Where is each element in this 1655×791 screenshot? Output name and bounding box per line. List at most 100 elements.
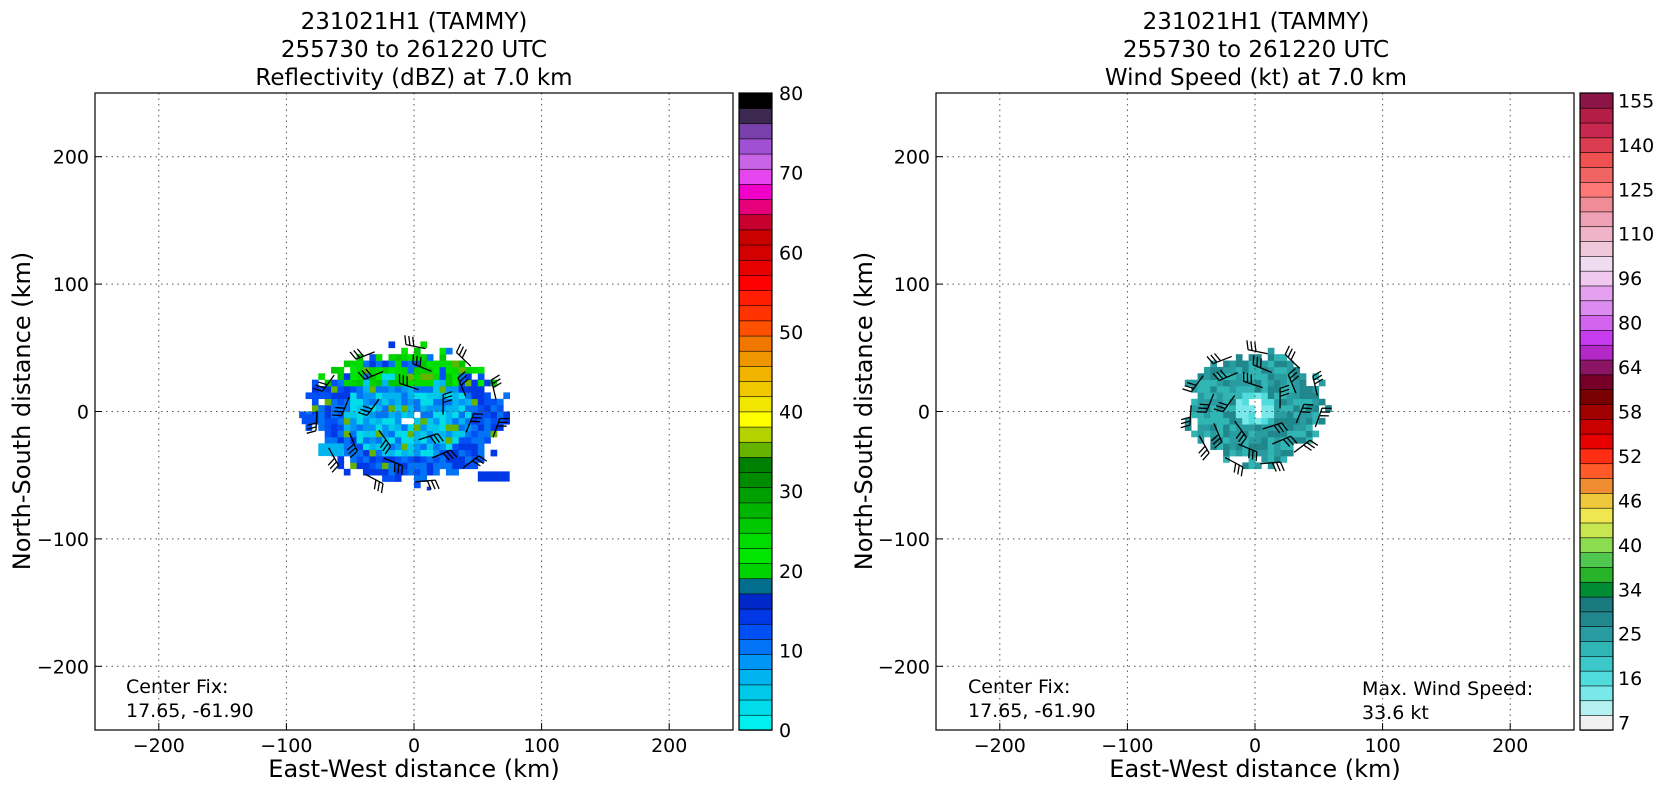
reflectivity-echo-cell xyxy=(401,431,408,438)
windspeed-echo-cell xyxy=(1274,443,1281,450)
reflectivity-colorbar-band xyxy=(739,563,772,579)
reflectivity-echo-cell xyxy=(446,373,453,380)
reflectivity-colorbar-band xyxy=(739,442,772,458)
reflectivity-echo-cell xyxy=(331,437,338,444)
reflectivity-echo-cell xyxy=(433,462,440,469)
reflectivity-echo-cell xyxy=(471,431,478,438)
windspeed-colorbar-band xyxy=(1580,93,1613,108)
reflectivity-echo-cell xyxy=(325,418,332,425)
windspeed-echo-cell xyxy=(1268,354,1275,361)
reflectivity-colorbar-tick-label: 10 xyxy=(779,640,803,662)
reflectivity-echo-cell xyxy=(414,456,421,463)
reflectivity-echo-cell xyxy=(363,431,370,438)
reflectivity-echo-cell xyxy=(420,361,427,368)
windspeed-echo-cell xyxy=(1229,380,1236,387)
reflectivity-echo-cell xyxy=(414,380,421,387)
reflectivity-colorbar-band xyxy=(739,139,772,155)
windspeed-colorbar-tick-label: 46 xyxy=(1618,490,1642,512)
windspeed-echo-cell xyxy=(1312,405,1319,412)
windspeed-echo-cell xyxy=(1274,450,1281,457)
reflectivity-echo-cell xyxy=(369,424,376,431)
reflectivity-echo-cell xyxy=(408,437,415,444)
reflectivity-echo-cell xyxy=(459,437,466,444)
windspeed-echo-cell xyxy=(1249,431,1256,438)
windspeed-colorbar-band xyxy=(1580,374,1613,389)
windspeed-echo-cell xyxy=(1236,354,1243,361)
windspeed-echo-cell xyxy=(1229,367,1236,374)
reflectivity-echo-cell xyxy=(369,361,376,368)
reflectivity-echo-cell xyxy=(452,380,459,387)
reflectivity-colorbar-band xyxy=(739,715,772,731)
reflectivity-echo-cell xyxy=(446,418,453,425)
reflectivity-title-line-3: Reflectivity (dBZ) at 7.0 km xyxy=(255,65,572,91)
windspeed-x-tick-label: 0 xyxy=(1249,735,1261,757)
reflectivity-echo-cell xyxy=(395,361,402,368)
reflectivity-echo-cell xyxy=(376,462,383,469)
windspeed-echo-cell xyxy=(1268,456,1275,463)
reflectivity-echo-cell xyxy=(459,431,466,438)
reflectivity-echo-cell xyxy=(414,392,421,399)
reflectivity-echo-cell xyxy=(465,386,472,393)
reflectivity-echo-cell xyxy=(433,443,440,450)
reflectivity-echo-cell xyxy=(478,399,485,406)
reflectivity-echo-cell xyxy=(401,424,408,431)
reflectivity-title-line-1: 231021H1 (TAMMY) xyxy=(301,9,528,35)
reflectivity-echo-cell xyxy=(491,450,498,457)
reflectivity-echo-cell xyxy=(369,386,376,393)
windspeed-echo-cell xyxy=(1198,392,1205,399)
reflectivity-echo-cell xyxy=(459,450,466,457)
reflectivity-echo-cell xyxy=(382,361,389,368)
reflectivity-echo-cell xyxy=(388,424,395,431)
reflectivity-echo-cell xyxy=(376,437,383,444)
windspeed-colorbar-tick-label: 125 xyxy=(1618,179,1654,201)
windspeed-echo-cell xyxy=(1236,373,1243,380)
reflectivity-echo-cell xyxy=(312,399,319,406)
windspeed-echo-cell xyxy=(1268,373,1275,380)
reflectivity-echo-cell xyxy=(388,450,395,457)
reflectivity-colorbar-band xyxy=(739,169,772,185)
reflectivity-echo-cell xyxy=(452,399,459,406)
windspeed-colorbar-band xyxy=(1580,478,1613,493)
reflectivity-echo-cell xyxy=(420,462,427,469)
reflectivity-echo-cell xyxy=(440,424,447,431)
windspeed-echo-cell xyxy=(1242,405,1249,412)
reflectivity-echo-cell xyxy=(427,380,434,387)
windspeed-colorbar-band xyxy=(1580,256,1613,271)
reflectivity-panel: 231021H1 (TAMMY) 255730 to 261220 UTC Re… xyxy=(8,9,803,783)
reflectivity-echo-cell xyxy=(478,367,485,374)
windspeed-title-line-2: 255730 to 261220 UTC xyxy=(1123,37,1389,63)
windspeed-echo-cell xyxy=(1287,418,1294,425)
reflectivity-echo-cell xyxy=(312,392,319,399)
reflectivity-echo-cell xyxy=(471,392,478,399)
windspeed-echo-cell xyxy=(1204,392,1211,399)
reflectivity-echo-cell xyxy=(446,437,453,444)
reflectivity-echo-cell xyxy=(363,462,370,469)
reflectivity-echo-cell xyxy=(350,386,357,393)
windspeed-colorbar-band xyxy=(1580,686,1613,701)
reflectivity-echo-cell xyxy=(433,418,440,425)
reflectivity-echo-cell xyxy=(420,450,427,457)
windspeed-colorbar-band xyxy=(1580,241,1613,256)
windspeed-echo-cell xyxy=(1191,412,1198,419)
reflectivity-echo-cell xyxy=(312,405,319,412)
windspeed-x-axis-label: East-West distance (km) xyxy=(1109,755,1400,783)
windspeed-echo-cell xyxy=(1293,431,1300,438)
windspeed-echo-cell xyxy=(1281,399,1288,406)
reflectivity-echo-cell xyxy=(484,431,491,438)
windspeed-echo-cell xyxy=(1281,412,1288,419)
reflectivity-echo-cell xyxy=(331,424,338,431)
windspeed-echo-cell xyxy=(1261,450,1268,457)
max-wind-speed-label: Max. Wind Speed: xyxy=(1362,678,1533,700)
reflectivity-echo-cell xyxy=(471,450,478,457)
windspeed-colorbar-tick-label: 110 xyxy=(1618,224,1654,246)
windspeed-echo-cell xyxy=(1281,456,1288,463)
reflectivity-echo-cell xyxy=(491,418,498,425)
reflectivity-colorbar-band xyxy=(739,214,772,230)
windspeed-echo-cell xyxy=(1223,431,1230,438)
reflectivity-echo-cell xyxy=(471,367,478,374)
reflectivity-echo-cell xyxy=(388,475,395,482)
reflectivity-y-tick-label: −100 xyxy=(37,529,89,551)
reflectivity-echo-cell xyxy=(395,437,402,444)
reflectivity-echo-cell xyxy=(363,443,370,450)
